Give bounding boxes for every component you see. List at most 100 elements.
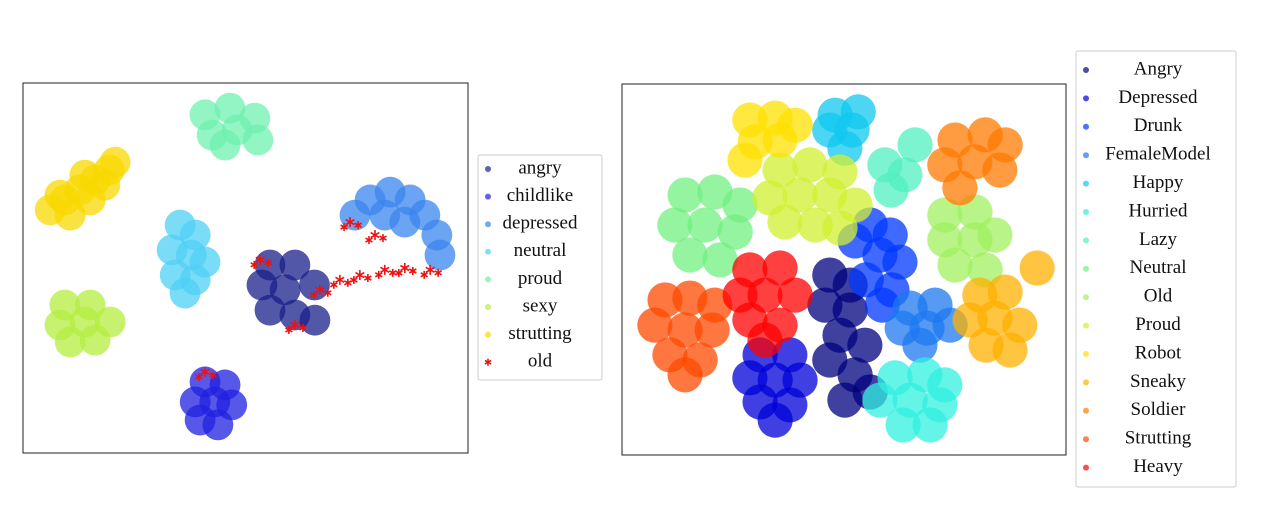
star-stroke <box>345 218 355 226</box>
point <box>202 409 234 441</box>
point <box>250 254 273 269</box>
legend-marker <box>1083 67 1089 73</box>
star-stroke <box>388 270 397 276</box>
star-stroke <box>408 268 417 274</box>
legend-label: Soldier <box>1131 399 1187 420</box>
point <box>242 124 274 156</box>
point <box>420 264 443 279</box>
point <box>722 187 758 223</box>
legend-label: Drunk <box>1134 115 1183 136</box>
point <box>762 122 798 158</box>
star-stroke <box>264 260 273 266</box>
point <box>54 326 86 358</box>
point <box>350 270 372 285</box>
star-stroke <box>195 374 203 380</box>
legend-marker <box>485 248 491 255</box>
point <box>169 277 201 309</box>
point <box>727 142 763 178</box>
point <box>864 287 900 323</box>
legend-box <box>1075 50 1237 488</box>
point <box>992 332 1028 368</box>
legend-label: Sneaky <box>1130 371 1186 392</box>
star-stroke <box>335 276 345 284</box>
point <box>717 214 753 250</box>
star-stroke <box>200 368 210 376</box>
point <box>209 129 241 161</box>
star-stroke <box>365 237 373 243</box>
star-stroke <box>340 224 348 230</box>
point <box>79 324 111 356</box>
point <box>657 207 693 243</box>
point <box>99 146 131 178</box>
legend-label: FemaleModel <box>1105 144 1211 165</box>
star-stroke <box>290 321 300 329</box>
point <box>309 284 332 299</box>
point <box>69 159 101 191</box>
star-stroke <box>255 256 265 264</box>
point <box>982 152 1018 188</box>
point <box>667 357 703 393</box>
point <box>394 263 417 277</box>
point <box>822 210 858 246</box>
point <box>897 127 933 163</box>
point <box>365 230 387 245</box>
legend-label: angry <box>518 157 562 178</box>
legend-marker <box>485 193 491 200</box>
legend-label: strutting <box>508 323 572 344</box>
point <box>847 327 883 363</box>
star-stroke <box>350 277 358 283</box>
point <box>1019 250 1055 286</box>
legend-label: neutral <box>514 240 567 261</box>
point <box>285 319 307 334</box>
legend-marker <box>485 221 491 228</box>
point <box>254 294 286 326</box>
point <box>902 327 938 363</box>
point <box>189 246 221 278</box>
legend-marker <box>1083 464 1089 471</box>
star-stroke <box>299 325 307 331</box>
point <box>299 304 331 336</box>
star-stroke <box>343 280 352 286</box>
point <box>757 402 793 438</box>
point <box>885 407 921 443</box>
legend-marker <box>485 276 491 283</box>
legend-label: Hurried <box>1128 200 1188 221</box>
point <box>340 217 362 232</box>
star-stroke <box>309 292 318 298</box>
point <box>672 237 708 273</box>
star-stroke <box>323 290 332 296</box>
legend-label: Angry <box>1134 58 1183 79</box>
point <box>424 239 456 271</box>
legend-label: old <box>528 351 553 372</box>
legend-marker <box>484 358 492 366</box>
star-stroke <box>354 222 362 228</box>
legend-marker <box>1083 265 1089 272</box>
point <box>389 206 421 238</box>
star-stroke <box>355 271 365 279</box>
point <box>694 312 730 348</box>
point <box>667 177 703 213</box>
star-stroke <box>425 266 435 274</box>
legend-marker <box>1083 294 1089 301</box>
legend-marker <box>1083 322 1089 329</box>
star-stroke <box>329 282 338 288</box>
legend-label: Happy <box>1133 172 1184 193</box>
legend-marker <box>1083 209 1089 215</box>
star-stroke <box>250 262 259 268</box>
point <box>702 242 738 278</box>
legend-marker <box>485 166 491 172</box>
star-stroke <box>380 266 390 274</box>
legend-marker <box>1083 237 1089 244</box>
star-stroke <box>364 275 372 281</box>
point <box>777 277 813 313</box>
legend-label: Old <box>1144 286 1173 307</box>
point <box>195 366 217 381</box>
legend-marker <box>1083 180 1089 187</box>
point <box>912 407 948 443</box>
point <box>977 217 1013 253</box>
star-stroke <box>394 270 403 276</box>
legend-marker <box>485 331 491 338</box>
legend-label: Heavy <box>1133 456 1183 477</box>
point <box>44 179 76 211</box>
star-stroke <box>285 327 293 333</box>
